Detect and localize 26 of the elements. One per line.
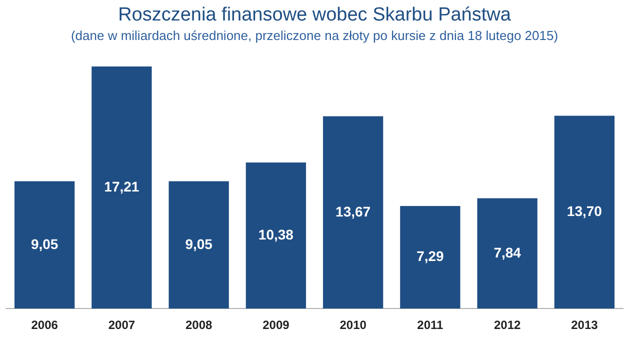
data-label: 7,29 xyxy=(416,248,444,264)
x-tick-label: 2006 xyxy=(31,318,58,332)
bar xyxy=(246,162,306,309)
data-label: 9,05 xyxy=(30,236,58,252)
x-tick-label: 2007 xyxy=(108,318,136,332)
data-label: 13,67 xyxy=(336,203,371,220)
x-tick-label: 2011 xyxy=(417,318,444,332)
bar xyxy=(322,116,384,309)
data-label: 13,70 xyxy=(566,203,602,220)
data-label: 10,38 xyxy=(258,226,294,242)
data-label: 7,84 xyxy=(494,244,522,260)
x-tick-label: 2009 xyxy=(262,318,290,332)
bar xyxy=(554,116,615,309)
bar xyxy=(92,66,152,309)
x-tick-label: 2012 xyxy=(494,318,521,332)
x-tick-label: 2013 xyxy=(571,318,598,332)
bar xyxy=(400,206,460,309)
bar xyxy=(477,198,538,309)
data-label: 9,05 xyxy=(185,236,213,252)
chart-subtitle: (dane w miliardach uśrednione, przeliczone na złoty po kursie z dnia 18 lutego 2015) xyxy=(70,28,558,44)
data-label: 17,21 xyxy=(104,178,140,194)
bar xyxy=(168,181,229,309)
x-tick-label: 2008 xyxy=(185,318,212,332)
x-tick-label: 2010 xyxy=(340,318,367,332)
chart-title: Roszczenia finansowe wobec Skarbu Państwa xyxy=(118,4,512,26)
bar xyxy=(14,181,75,309)
